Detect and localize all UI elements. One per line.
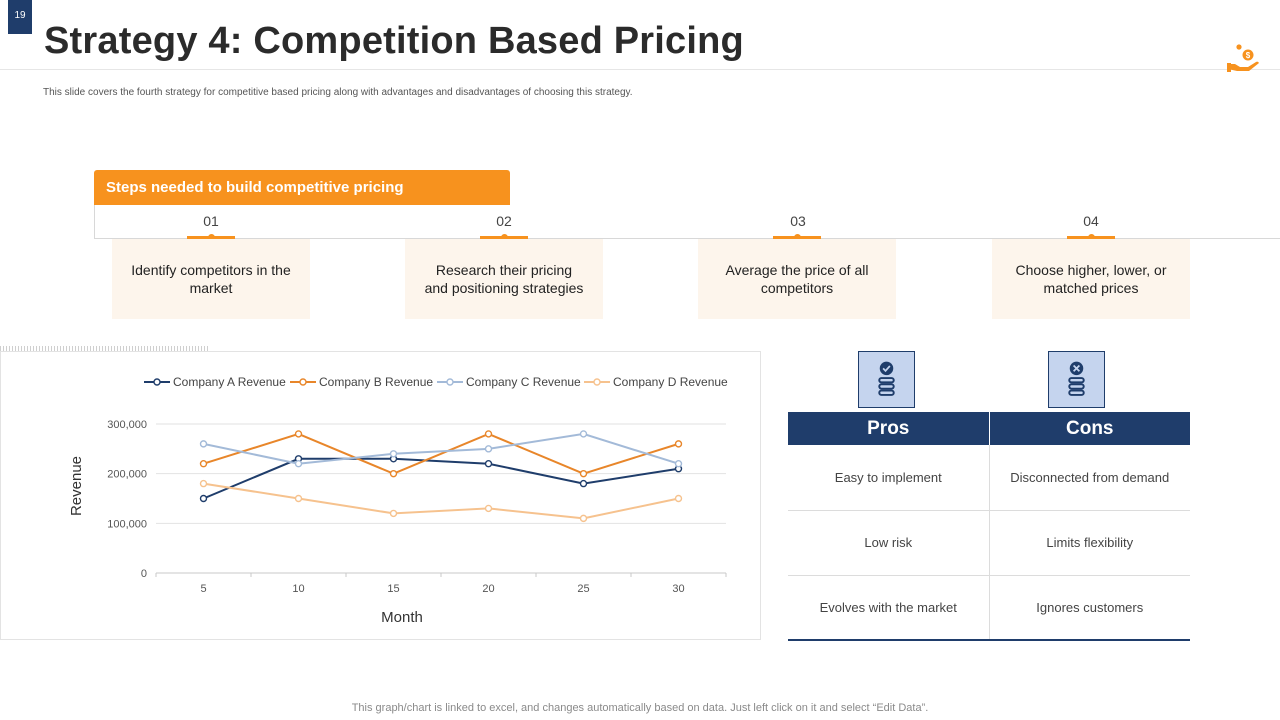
con-cell: Ignores customers (988, 575, 1190, 641)
chart-canvas: 0 100,000 200,000 300,000 5 10 15 20 25 30 Month Re… (68, 375, 728, 626)
step-marker (1067, 234, 1115, 241)
decorative-hatch (0, 346, 210, 355)
x-tick-label: 30 (672, 583, 684, 595)
slide-subtitle: This slide covers the fourth strategy fo… (43, 87, 633, 98)
data-point (294, 460, 303, 468)
pro-cell: Easy to implement (788, 445, 989, 511)
legend-label: Company C Revenue (466, 375, 581, 389)
pro-cell: Evolves with the market (788, 575, 989, 641)
steps-header: Steps needed to build competitive pricin… (94, 170, 510, 205)
pro-cell: Low risk (788, 510, 989, 576)
table-row: Low risk Limits flexibility (788, 510, 1190, 576)
table-row: Evolves with the market Ignores customer… (788, 575, 1190, 641)
step-number: 03 (790, 213, 806, 229)
x-tick-label: 25 (577, 583, 589, 595)
legend-marker (593, 378, 601, 386)
data-point (579, 479, 588, 488)
data-point (389, 469, 398, 478)
con-cell: Limits flexibility (988, 510, 1190, 576)
series-line (203, 432, 679, 465)
pros-header: Pros (788, 412, 989, 445)
data-point (484, 504, 493, 513)
y-tick-label: 300,000 (107, 419, 147, 431)
steps-timeline (94, 238, 1280, 239)
legend-label: Company D Revenue (613, 375, 728, 389)
step-card: Research their pricing and positioning s… (405, 239, 603, 319)
con-cell: Disconnected from demand (988, 445, 1190, 511)
data-point (199, 460, 208, 468)
x-tick-label: 10 (292, 583, 304, 595)
step-marker (773, 234, 821, 241)
data-point (674, 460, 683, 468)
data-point (674, 494, 683, 503)
step-number: 04 (1083, 213, 1099, 229)
step-number: 02 (496, 213, 512, 229)
title-divider (0, 69, 1280, 70)
pros-cons-table: Pros Cons Easy to implement Disconnected… (788, 412, 1190, 641)
series-line (203, 457, 679, 500)
x-tick-label: 20 (482, 583, 494, 595)
data-point (674, 440, 683, 448)
legend-marker (153, 378, 161, 386)
legend-label: Company B Revenue (319, 375, 433, 389)
slide-number: 19 (8, 0, 32, 34)
steps-connector (94, 205, 95, 238)
y-axis-title: Revenue (68, 456, 85, 516)
data-point (579, 514, 588, 523)
y-tick-label: 200,000 (107, 469, 147, 481)
cons-header: Cons (988, 412, 1190, 445)
step-marker (480, 234, 528, 241)
data-point (484, 460, 493, 468)
data-point (484, 430, 493, 438)
check-coins-icon (858, 351, 915, 408)
data-point (199, 440, 208, 448)
legend-marker (299, 378, 307, 386)
data-point (579, 430, 588, 438)
data-point (579, 469, 588, 478)
data-point (199, 479, 208, 488)
x-tick-label: 15 (387, 583, 399, 595)
revenue-line-chart[interactable]: 0 100,000 200,000 300,000 5 10 15 20 25 30 Month Re… (0, 351, 761, 640)
x-axis-title: Month (381, 609, 423, 626)
step-card: Choose higher, lower, or matched prices (992, 239, 1190, 319)
page-title: Strategy 4: Competition Based Pricing (44, 20, 744, 62)
y-tick-label: 100,000 (107, 518, 147, 530)
series-line (203, 482, 679, 520)
data-point (199, 494, 208, 503)
footnote: This graph/chart is linked to excel, and… (351, 702, 929, 714)
step-marker (187, 234, 235, 241)
x-tick-label: 5 (200, 583, 206, 595)
series-line (203, 432, 679, 475)
legend-marker (446, 378, 454, 386)
data-point (389, 509, 398, 518)
x-coins-icon (1048, 351, 1105, 408)
svg-text:$: $ (1246, 51, 1251, 60)
hand-coin-icon: $ (1227, 44, 1259, 72)
legend-label: Company A Revenue (173, 375, 286, 389)
data-point (484, 445, 493, 453)
step-card: Identify competitors in the market (112, 239, 310, 319)
data-point (294, 430, 303, 438)
table-row: Easy to implement Disconnected from dema… (788, 445, 1190, 511)
step-card: Average the price of all competitors (698, 239, 896, 319)
data-point (389, 450, 398, 458)
y-tick-label: 0 (141, 568, 147, 580)
data-point (294, 494, 303, 503)
step-number: 01 (203, 213, 219, 229)
